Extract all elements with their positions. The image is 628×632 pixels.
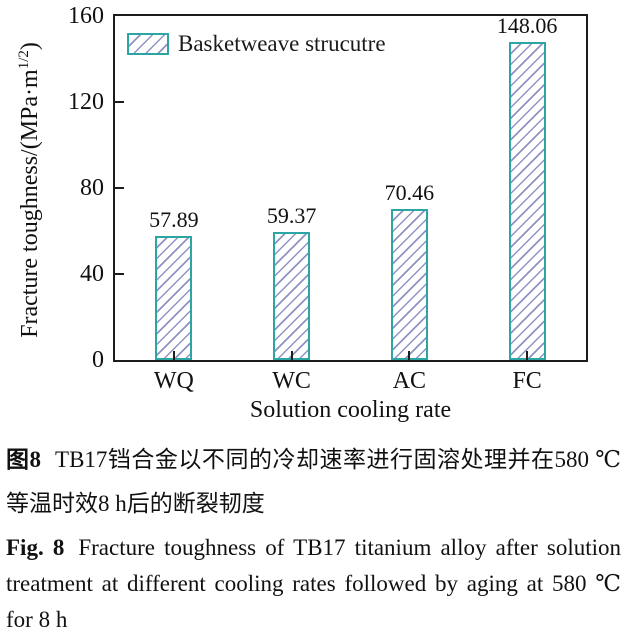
y-tick-80 bbox=[115, 187, 124, 189]
bar-ac bbox=[390, 209, 428, 360]
x-tick-label-wc: WC bbox=[272, 368, 311, 394]
caption-english: Fig. 8 Fracture toughness of TB17 titaniu… bbox=[6, 530, 621, 632]
bar-fc bbox=[508, 42, 546, 360]
bar-value-label-fc: 148.06 bbox=[496, 13, 558, 38]
y-tick-label-80: 80 bbox=[80, 175, 104, 201]
legend-hatch-swatch-icon bbox=[127, 33, 169, 55]
y-tick-label-120: 120 bbox=[68, 89, 104, 115]
x-axis-title: Solution cooling rate bbox=[249, 397, 452, 423]
x-tick-label-wq: WQ bbox=[153, 368, 194, 394]
y-tick-label-160: 160 bbox=[68, 3, 104, 29]
x-tick-fc bbox=[526, 351, 529, 360]
x-tick-label-ac: AC bbox=[392, 368, 427, 394]
bar-value-label-ac: 70.46 bbox=[384, 180, 435, 205]
bar-value-label-wq: 57.89 bbox=[149, 207, 199, 232]
y-tick-label-0: 0 bbox=[92, 347, 104, 373]
x-tick-wc bbox=[290, 351, 293, 360]
bar-wc bbox=[273, 232, 311, 360]
caption-english-figure-number: Fig. 8 bbox=[6, 535, 65, 560]
y-tick-120 bbox=[115, 101, 124, 103]
caption-chinese-text: TB17铛合金以不同的冷却速率进行固溶处理并在580 ℃等温时效8 h后的断裂韧… bbox=[6, 447, 622, 516]
legend: Basketweave strucutre bbox=[127, 31, 386, 57]
caption-chinese: 图8 TB17铛合金以不同的冷却速率进行固溶处理并在580 ℃等温时效8 h后的断… bbox=[6, 438, 621, 526]
bar-value-label-wc: 59.37 bbox=[266, 203, 317, 228]
caption-chinese-figure-number: 图8 bbox=[6, 447, 42, 472]
y-tick-40 bbox=[115, 273, 124, 275]
y-axis-title-superscript: 1/2 bbox=[16, 50, 32, 70]
x-tick-label-fc: FC bbox=[512, 368, 542, 394]
plot-area: Basketweave strucutre 57.89 59.37 70.46 148… bbox=[113, 14, 588, 362]
bar-chart: Fracture toughness/(MPa·m1/2) Basketweav… bbox=[16, 3, 588, 423]
y-axis-title-close: ) bbox=[17, 42, 43, 51]
figure-caption: 图8 TB17铛合金以不同的冷却速率进行固溶处理并在580 ℃等温时效8 h后的断… bbox=[0, 438, 628, 632]
bar-wq bbox=[155, 236, 193, 360]
x-tick-wq bbox=[172, 351, 175, 360]
legend-label: Basketweave strucutre bbox=[178, 31, 386, 56]
caption-english-text: Fracture toughness of TB17 titanium allo… bbox=[6, 535, 621, 632]
x-tick-ac bbox=[408, 351, 411, 360]
y-tick-label-40: 40 bbox=[80, 261, 104, 287]
